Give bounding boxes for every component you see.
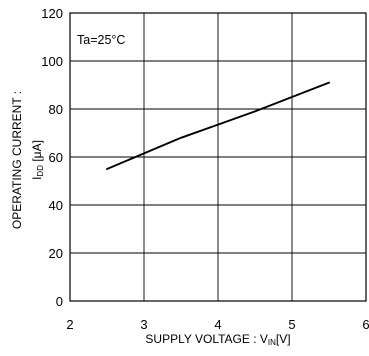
- y-axis-label-line2-main: I: [30, 177, 44, 180]
- y-tick-label: 40: [49, 198, 63, 213]
- x-tick-label: 3: [140, 317, 147, 332]
- y-tick-label: 80: [49, 102, 63, 117]
- x-tick-label: 6: [362, 317, 369, 332]
- x-axis-label: SUPPLY VOLTAGE : VIN[V]: [145, 332, 290, 347]
- y-tick-label: 120: [41, 6, 63, 21]
- y-axis-label-line1: OPERATING CURRENT :: [10, 91, 24, 229]
- y-axis-label-line2: IDD [μA]: [30, 140, 45, 180]
- plot-frame: [69, 12, 367, 302]
- y-axis-label-line2-unit: [μA]: [30, 140, 44, 165]
- x-tick-label: 2: [66, 317, 73, 332]
- series-line: [106, 81, 330, 170]
- x-axis-label-subscript: IN: [268, 338, 276, 347]
- y-axis-label: OPERATING CURRENT : IDD [μA]: [10, 91, 45, 229]
- x-tick-label: 5: [288, 317, 295, 332]
- series-layer: [106, 81, 330, 170]
- y-tick-label: 100: [41, 54, 63, 69]
- grid-lines: [70, 13, 366, 301]
- y-tick-label: 0: [56, 294, 63, 309]
- x-axis-label-main: SUPPLY VOLTAGE : V: [145, 332, 268, 346]
- x-axis-label-unit: [V]: [276, 332, 291, 346]
- y-tick-label: 60: [49, 150, 63, 165]
- y-axis-label-line2-subscript: DD: [36, 165, 45, 177]
- temperature-annotation: Ta=25°C: [77, 33, 125, 47]
- x-tick-label: 4: [214, 317, 221, 332]
- y-tick-label: 20: [49, 246, 63, 261]
